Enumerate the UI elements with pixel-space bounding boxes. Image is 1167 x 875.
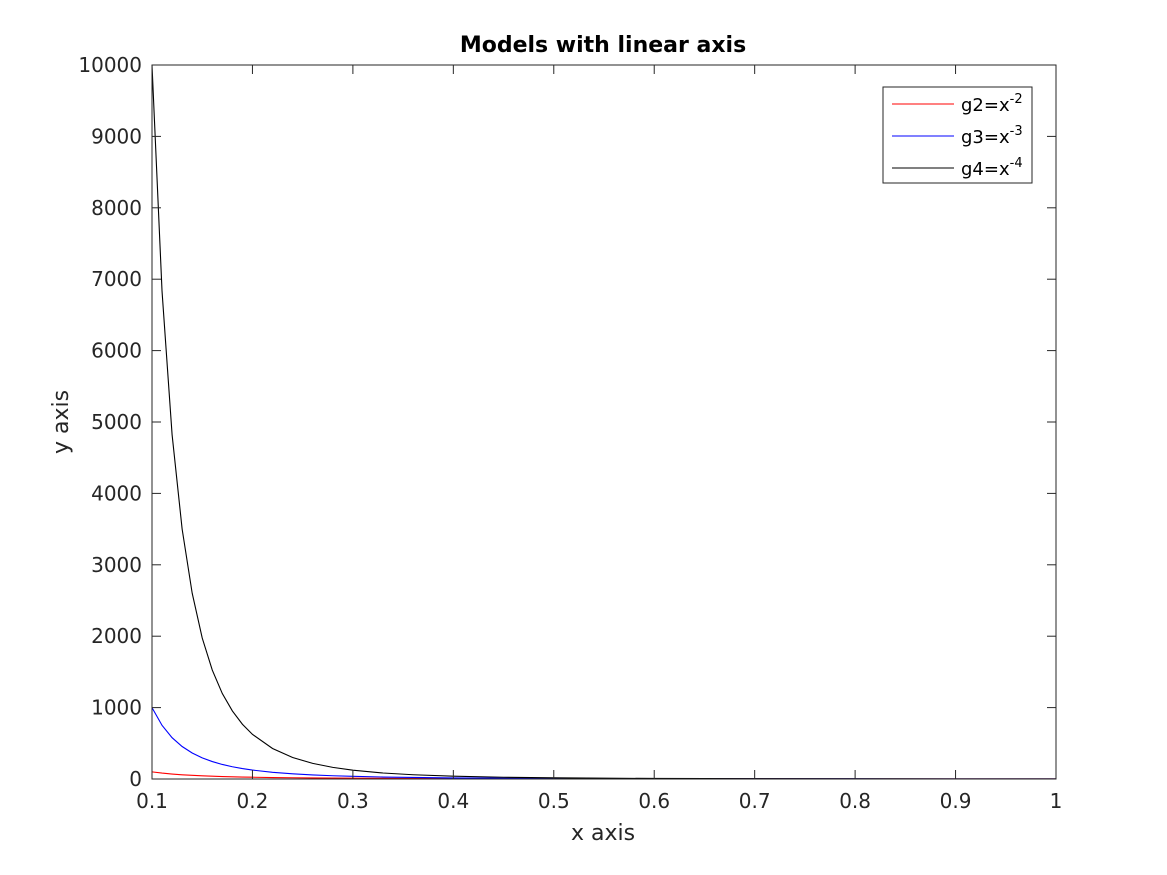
legend-entry-base: g3=x (961, 127, 1010, 148)
y-tick-label: 1000 (91, 696, 142, 720)
y-tick-label: 8000 (91, 196, 142, 220)
legend-entry-label: g3=x-3 (961, 124, 1023, 148)
ticks-layer (151, 64, 1057, 780)
legend-entry-exponent: -4 (1010, 156, 1023, 171)
legend-entry-base: g2=x (961, 95, 1010, 116)
legend-entry-label: g4=x-4 (961, 156, 1023, 180)
x-tick-label: 0.1 (136, 789, 168, 813)
y-tick-label: 10000 (78, 53, 142, 77)
y-tick-label: 3000 (91, 553, 142, 577)
y-tick-label: 7000 (91, 267, 142, 291)
y-tick-label: 2000 (91, 624, 142, 648)
tick-labels-layer: 0.1 0.2 0.3 0.4 0.5 0.6 0.7 0.8 0.9 1 0 1000 2000 300… (78, 53, 1062, 813)
series-line-4 (151, 64, 1057, 780)
legend-entry-label: g2=x-2 (961, 92, 1023, 116)
x-tick-label: 0.3 (337, 789, 369, 813)
x-axis-label: x axis (571, 821, 635, 846)
x-tick-label: 0.4 (437, 789, 469, 813)
y-tick-label: 6000 (91, 339, 142, 363)
x-tick-label: 0.6 (638, 789, 670, 813)
x-tick-label: 1 (1050, 789, 1063, 813)
plot-background (152, 65, 1056, 779)
legend-box (882, 86, 1033, 184)
chart-title: Models with linear axis (460, 33, 746, 58)
x-tick-label: 0.8 (839, 789, 871, 813)
y-tick-label: 9000 (91, 124, 142, 148)
legend-entry-exponent: -2 (1010, 92, 1023, 107)
x-tick-label: 0.5 (538, 789, 570, 813)
legend-entry-exponent: -3 (1010, 124, 1023, 139)
x-tick-label: 0.2 (237, 789, 269, 813)
y-tick-label: 5000 (91, 410, 142, 434)
legend: g2=x-2 g3=x-3 g4=x-4 (882, 86, 1033, 184)
x-tick-label: 0.9 (940, 789, 972, 813)
y-tick-label: 4000 (91, 481, 142, 505)
y-tick-label: 0 (129, 767, 142, 791)
y-axis-label: y axis (49, 390, 74, 454)
x-tick-label: 0.7 (739, 789, 771, 813)
legend-entry-base: g4=x (961, 159, 1010, 180)
